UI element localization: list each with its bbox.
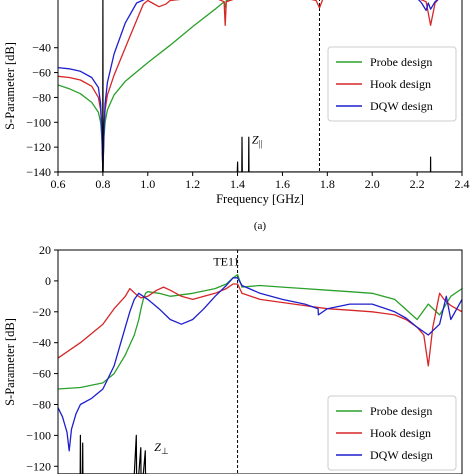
chart-a-legend-label: Hook design: [370, 77, 431, 91]
chart-b-series-hook-design-line: [58, 283, 462, 367]
chart-b-y-tick-label: −20: [32, 305, 51, 319]
chart-b-legend-box: [327, 395, 457, 471]
chart-a-plot-frame: [57, 0, 463, 173]
chart-b-legend-label: Hook design: [370, 426, 431, 440]
chart-b-legend-label: Probe design: [370, 404, 432, 418]
chart-b-legend-label: DQW design: [370, 448, 433, 462]
chart-b: −120 −100 −80 −60 −40 −20 0 20 TE11 Z⊥ Probe desi…: [3, 243, 463, 474]
chart-b-y-tick-label: −120: [26, 459, 51, 473]
chart-b-y-axis-label: S-Parameter [dB]: [3, 318, 17, 406]
chart-b-y-tick-label: −100: [26, 428, 51, 442]
chart-a-x-tick-label: 2.0: [365, 177, 380, 191]
chart-a-x-tick-label: 2.2: [410, 177, 425, 191]
chart-a-y-axis-label: S-Parameter [dB]: [3, 42, 17, 130]
chart-a-y-tick-label: −120: [26, 140, 51, 154]
chart-a-x-tick-label: 1.6: [275, 177, 290, 191]
chart-a-x-tick-label: 2.4: [455, 177, 470, 191]
chart-b-y-tick-label: −60: [32, 367, 51, 381]
chart-b-plot-frame: [57, 249, 463, 474]
chart-a-y-tick-label: −100: [26, 115, 51, 129]
chart-a-x-tick-label: 0.8: [95, 177, 110, 191]
chart-a-x-tick-label: 1.4: [230, 177, 245, 191]
chart-a-legend-label: DQW design: [370, 99, 433, 113]
chart-b-y-tick-label: −80: [32, 397, 51, 411]
chart-a-y-tick-label: −40: [32, 41, 51, 55]
chart-a-annotation: Z||: [252, 132, 262, 148]
chart-a-axes: 0.6 0.8 1.0 1.2 1.4 1.6 1.8 2.0 2.2 2.4 −140 −120 −1…: [26, 41, 469, 191]
chart-a-legend: Probe design Hook design DQW design: [327, 46, 457, 122]
chart-a-legend-label: Probe design: [370, 55, 432, 69]
chart-b-axes: −120 −100 −80 −60 −40 −20 0 20 TE11 Z⊥: [26, 243, 239, 473]
chart-a: 0.6 0.8 1.0 1.2 1.4 1.6 1.8 2.0 2.2 2.4 −140 −120 −1…: [3, 0, 470, 232]
chart-a-x-tick-label: 1.0: [140, 177, 155, 191]
chart-a-x-tick-label: 1.2: [185, 177, 200, 191]
chart-a-y-tick-label: −60: [32, 66, 51, 80]
chart-b-y-tick-label: −40: [32, 336, 51, 350]
chart-a-y-tick-label: −140: [26, 165, 51, 179]
chart-b-series-group: [58, 250, 462, 474]
chart-b-series-impedance-line: [58, 434, 148, 474]
chart-a-legend-box: [327, 46, 457, 122]
chart-a-x-tick-label: 0.6: [51, 177, 66, 191]
chart-a-series-impedance-line: [58, 0, 462, 172]
chart-b-y-tick-label: 0: [45, 274, 51, 288]
chart-a-series-probe-design-line: [58, 0, 232, 172]
chart-a-series-group: [58, 0, 462, 172]
chart-a-caption: (a): [254, 220, 267, 232]
chart-b-annotation: Z⊥: [154, 440, 169, 456]
chart-b-y-tick-label: 20: [39, 243, 51, 257]
chart-b-series-dqw-design-line: [58, 277, 462, 452]
chart-a-x-axis-label: Frequency [GHz]: [216, 192, 304, 206]
chart-b-legend: Probe design Hook design DQW design: [327, 395, 457, 471]
chart-a-x-tick-label: 1.8: [320, 177, 335, 191]
chart-b-annotation: TE11: [213, 254, 239, 268]
chart-a-y-tick-label: −80: [32, 90, 51, 104]
chart-b-series-probe-design-line: [58, 274, 462, 390]
